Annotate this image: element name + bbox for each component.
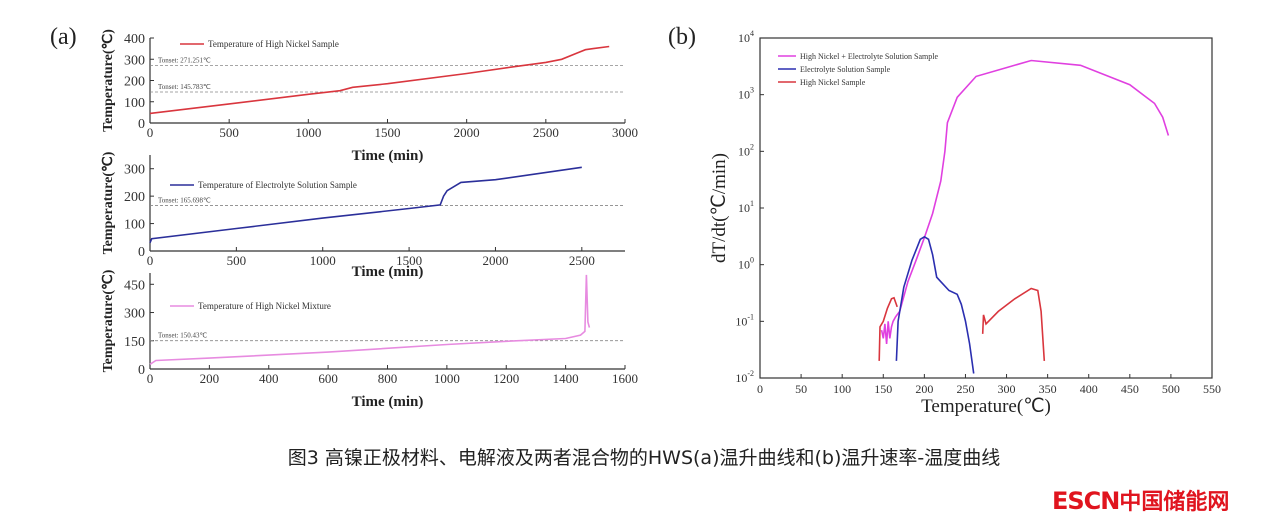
subplot-0: 0 500 1000 1500 2000 2500 30000100200300400Tim…: [50, 24, 638, 164]
series-line: [149, 166, 582, 244]
x-tick-label: 250: [956, 382, 974, 396]
figure-caption: 图3 高镍正极材料、电解液及两者混合物的HWS(a)温升曲线和(b)温升速率-温…: [287, 447, 1001, 469]
y-tick-exponent: -1: [747, 312, 754, 321]
y-axis-label: Temperature(℃): [101, 151, 116, 254]
y-tick-exponent: 4: [750, 29, 754, 38]
x-tick-label: 1000: [295, 125, 321, 140]
x-tick-label: 1400: [553, 371, 579, 386]
reference-line-label: Tonset: 165.698℃: [158, 197, 211, 205]
legend-entry: Electrolyte Solution Sample: [800, 65, 891, 74]
y-tick-exponent: 2: [750, 142, 754, 151]
x-tick-label: 1200: [493, 371, 519, 386]
x-tick-label: 1500: [396, 253, 422, 268]
x-tick-label: 50: [795, 382, 807, 396]
x-tick-label: 500: [227, 253, 247, 268]
logo-latin: ESCN: [1052, 487, 1120, 515]
y-tick-label: 103: [738, 86, 754, 102]
plot-frame: [759, 37, 1213, 379]
series-line: [880, 59, 1170, 344]
y-tick-label: 300: [124, 307, 145, 322]
y-tick-label: 10-1: [735, 312, 754, 328]
x-tick-label: 0: [757, 382, 763, 396]
y-tick-label: 0: [138, 363, 145, 378]
y-tick-label: 400: [124, 32, 145, 47]
x-tick-label: 450: [1121, 382, 1139, 396]
y-tick-exponent: 0: [750, 256, 754, 265]
y-tick-label: 200: [124, 190, 145, 205]
y-tick-label: 10-2: [735, 369, 754, 385]
x-tick-label: 2500: [533, 125, 559, 140]
y-tick-label: 104: [738, 29, 754, 45]
x-tick-label: 0: [147, 253, 154, 268]
x-tick-label: 600: [318, 371, 338, 386]
y-tick-label: 100: [124, 218, 145, 233]
x-tick-label: 500: [1162, 382, 1180, 396]
x-tick-label: 0: [147, 371, 154, 386]
x-axis-label: Time (min): [352, 264, 424, 280]
figure: 0 500 1000 1500 2000 2500 30000100200300400Tim…: [50, 24, 1221, 417]
y-tick-label: 100: [124, 96, 145, 111]
x-tick-label: 2000: [482, 253, 508, 268]
series-line: [895, 235, 975, 374]
x-tick-label: 200: [200, 371, 220, 386]
series-line: [981, 287, 1046, 361]
series-line: [878, 296, 898, 361]
y-tick-label: 102: [738, 142, 754, 158]
y-tick-label: 101: [738, 199, 754, 215]
x-tick-label: 2500: [569, 253, 595, 268]
y-tick-label: 300: [124, 53, 145, 68]
x-tick-label: 500: [219, 125, 239, 140]
x-axis-label: Time (min): [352, 148, 424, 164]
series-line: [149, 274, 591, 365]
x-tick-label: 1600: [612, 371, 638, 386]
y-tick-exponent: 3: [750, 86, 754, 95]
x-tick-label: 3000: [612, 125, 638, 140]
legend-entry: High Nickel + Electrolyte Solution Sampl…: [800, 52, 938, 61]
reference-line-label: Tonset: 150.43℃: [158, 332, 208, 340]
x-axis-label: Temperature(℃): [921, 396, 1051, 417]
y-axis-label: Temperature(℃): [101, 29, 116, 132]
legend-entry: Temperature of High Nickel Sample: [208, 39, 339, 49]
y-tick-label: 0: [138, 245, 145, 260]
x-tick-label: 1000: [310, 253, 336, 268]
x-tick-label: 150: [874, 382, 892, 396]
x-tick-label: 350: [1039, 382, 1057, 396]
panel-label: (b): [668, 24, 696, 50]
series-line: [149, 45, 610, 115]
subplot-2: 0 200 400 600 800 1000 1200 1400 1600 0 150 300 450 T…: [101, 269, 638, 410]
y-tick-label: 100: [738, 256, 754, 272]
y-tick-label: 450: [124, 278, 145, 293]
logo-chinese: 中国储能网: [1119, 490, 1230, 515]
x-tick-label: 0: [147, 125, 154, 140]
x-tick-label: 400: [1080, 382, 1098, 396]
x-tick-label: 1000: [434, 371, 460, 386]
y-tick-label: 300: [124, 163, 145, 178]
y-axis-label: Temperature(℃): [101, 269, 116, 372]
y-axis-label: dT/dt(℃/min): [709, 153, 730, 263]
escn-logo: ESCN中国储能网: [1052, 484, 1229, 516]
x-tick-label: 400: [259, 371, 279, 386]
legend-entry: Temperature of Electrolyte Solution Samp…: [198, 180, 357, 190]
x-tick-label: 550: [1203, 382, 1221, 396]
subplot-3: 0 50 100 150 200 250 300 350 400 450 500 55010-210-…: [668, 24, 1221, 417]
x-tick-label: 100: [833, 382, 851, 396]
y-tick-label: 200: [124, 75, 145, 90]
reference-line-label: Tonset: 271.251℃: [158, 56, 211, 64]
y-tick-label: 0: [138, 117, 145, 132]
legend-entry: Temperature of High Nickel Mixture: [198, 301, 331, 311]
x-tick-label: 800: [378, 371, 398, 386]
x-tick-label: 2000: [454, 125, 480, 140]
reference-line-label: Tonset: 145.783℃: [158, 83, 211, 91]
legend-entry: High Nickel Sample: [800, 78, 866, 87]
y-tick-label: 150: [124, 335, 145, 350]
y-tick-exponent: 1: [750, 199, 754, 208]
x-tick-label: 200: [915, 382, 933, 396]
x-tick-label: 300: [998, 382, 1016, 396]
x-axis-label: Time (min): [352, 394, 424, 410]
y-tick-exponent: -2: [747, 369, 754, 378]
subplot-1: 0 500 1000 1500 2000 2500 0 100 200 300 Time (min)…: [101, 151, 625, 280]
x-tick-label: 1500: [375, 125, 401, 140]
panel-label: (a): [50, 24, 77, 50]
